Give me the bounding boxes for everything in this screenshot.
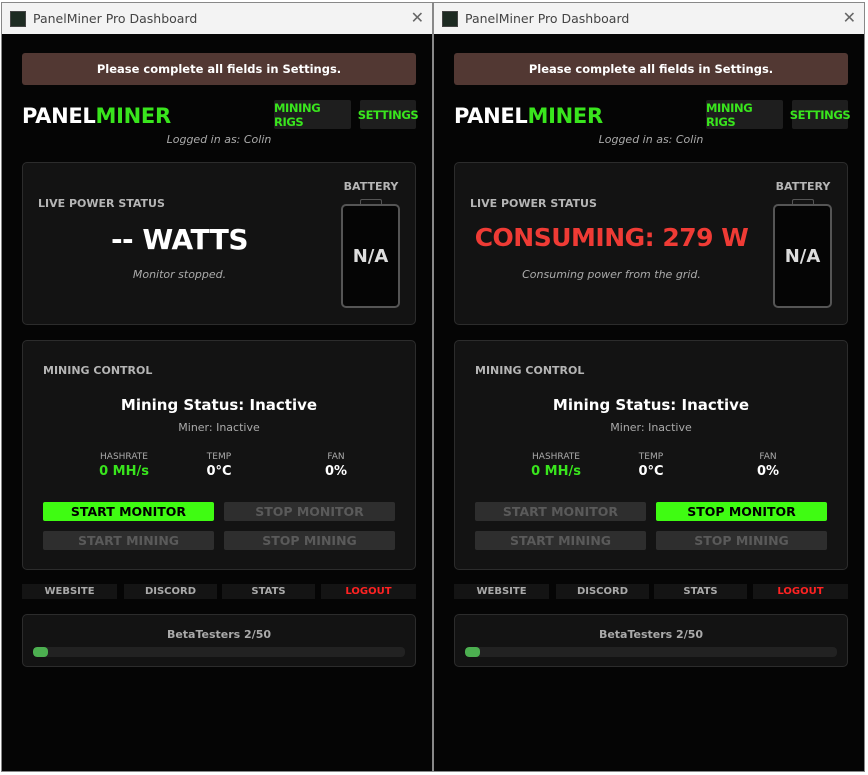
mining-control-card: MINING CONTROL Mining Status: Inactive M… xyxy=(22,340,416,570)
logged-in-text: Logged in as: Colin xyxy=(166,133,272,146)
mining-status: Mining Status: Inactive xyxy=(120,396,318,414)
start-monitor-button[interactable]: START MONITOR xyxy=(43,502,214,521)
stat-value: 0°C xyxy=(638,464,664,479)
beta-testers-label: BetaTesters 2/50 xyxy=(598,628,704,641)
battery-label: BATTERY xyxy=(775,180,831,193)
warning-banner: Please complete all fields in Settings. xyxy=(454,53,848,85)
stat-value: 0% xyxy=(324,464,348,479)
website-link[interactable]: WEBSITE xyxy=(454,584,549,599)
stat-fan: FAN 0% xyxy=(276,452,396,479)
stat-value: 0% xyxy=(756,464,780,479)
start-mining-button[interactable]: START MINING xyxy=(475,531,646,550)
discord-link[interactable]: DISCORD xyxy=(556,584,649,599)
battery-icon: N/A xyxy=(341,204,400,308)
power-card: LIVE POWER STATUS CONSUMING: 279 W Consu… xyxy=(454,162,848,325)
beta-testers-card: BetaTesters 2/50 xyxy=(22,614,416,667)
miner-status: Miner: Inactive xyxy=(178,421,260,434)
power-label: LIVE POWER STATUS xyxy=(38,197,165,210)
title-bar: PanelMiner Pro Dashboard ✕ xyxy=(434,3,864,34)
battery-icon-cap xyxy=(360,199,382,204)
stat-label: FAN xyxy=(759,452,777,462)
stat-value: 0°C xyxy=(206,464,232,479)
stat-label: HASHRATE xyxy=(100,452,148,462)
app-window: PanelMiner Pro Dashboard ✕ Please comple… xyxy=(433,2,865,772)
settings-button[interactable]: SETTINGS xyxy=(790,100,851,129)
website-link[interactable]: WEBSITE xyxy=(22,584,117,599)
mining-rigs-button[interactable]: MINING RIGS xyxy=(274,100,351,129)
logo-part1: PANEL xyxy=(22,104,96,128)
stat-value: 0 MH/s xyxy=(531,464,581,479)
battery-value: N/A xyxy=(352,245,389,267)
logout-link[interactable]: LOGOUT xyxy=(321,584,416,599)
window-title: PanelMiner Pro Dashboard xyxy=(33,11,198,26)
stat-hashrate: HASHRATE 0 MH/s xyxy=(496,452,616,479)
stat-temp: TEMP 0°C xyxy=(591,452,711,479)
power-status: Monitor stopped. xyxy=(132,268,227,281)
battery-icon: N/A xyxy=(773,204,832,308)
stats-link[interactable]: STATS xyxy=(654,584,747,599)
logo-part2: MINER xyxy=(527,104,604,128)
stat-fan: FAN 0% xyxy=(708,452,828,479)
mining-control-label: MINING CONTROL xyxy=(43,364,153,377)
mining-control-label: MINING CONTROL xyxy=(475,364,585,377)
beta-progress-fill xyxy=(465,647,480,657)
power-label: LIVE POWER STATUS xyxy=(470,197,597,210)
stat-hashrate: HASHRATE 0 MH/s xyxy=(64,452,184,479)
start-monitor-button[interactable]: START MONITOR xyxy=(475,502,646,521)
logo: PANELMINER xyxy=(22,104,171,128)
mining-rigs-button[interactable]: MINING RIGS xyxy=(706,100,783,129)
miner-status: Miner: Inactive xyxy=(610,421,692,434)
stats-link[interactable]: STATS xyxy=(222,584,315,599)
stop-mining-button[interactable]: STOP MINING xyxy=(224,531,395,550)
beta-progress-bar xyxy=(465,647,837,657)
start-mining-button[interactable]: START MINING xyxy=(43,531,214,550)
stop-monitor-button[interactable]: STOP MONITOR xyxy=(656,502,827,521)
app-icon xyxy=(442,10,458,27)
logo: PANELMINER xyxy=(454,104,603,128)
logged-in-text: Logged in as: Colin xyxy=(598,133,704,146)
window-title: PanelMiner Pro Dashboard xyxy=(465,11,630,26)
battery-icon-cap xyxy=(792,199,814,204)
stat-label: FAN xyxy=(327,452,345,462)
mining-control-card: MINING CONTROL Mining Status: Inactive M… xyxy=(454,340,848,570)
app-window: PanelMiner Pro Dashboard ✕ Please comple… xyxy=(1,2,433,772)
stat-label: TEMP xyxy=(206,452,232,462)
close-icon[interactable]: ✕ xyxy=(842,8,856,27)
app-icon xyxy=(10,10,26,27)
power-status: Consuming power from the grid. xyxy=(522,268,701,281)
close-icon[interactable]: ✕ xyxy=(410,8,424,27)
stat-label: TEMP xyxy=(638,452,664,462)
logout-link[interactable]: LOGOUT xyxy=(753,584,848,599)
stat-temp: TEMP 0°C xyxy=(159,452,279,479)
power-value: CONSUMING: 279 W xyxy=(474,223,749,252)
battery-label: BATTERY xyxy=(343,180,399,193)
discord-link[interactable]: DISCORD xyxy=(124,584,217,599)
stat-label: HASHRATE xyxy=(532,452,580,462)
beta-testers-card: BetaTesters 2/50 xyxy=(454,614,848,667)
mining-status: Mining Status: Inactive xyxy=(552,396,750,414)
logo-part2: MINER xyxy=(95,104,172,128)
stop-monitor-button[interactable]: STOP MONITOR xyxy=(224,502,395,521)
battery-value: N/A xyxy=(784,245,821,267)
beta-testers-label: BetaTesters 2/50 xyxy=(166,628,272,641)
beta-progress-fill xyxy=(33,647,48,657)
stop-mining-button[interactable]: STOP MINING xyxy=(656,531,827,550)
power-card: LIVE POWER STATUS -- WATTS Monitor stopp… xyxy=(22,162,416,325)
title-bar: PanelMiner Pro Dashboard ✕ xyxy=(2,3,432,34)
logo-part1: PANEL xyxy=(454,104,528,128)
beta-progress-bar xyxy=(33,647,405,657)
power-value: -- WATTS xyxy=(110,223,249,256)
stat-value: 0 MH/s xyxy=(99,464,149,479)
settings-button[interactable]: SETTINGS xyxy=(358,100,419,129)
warning-banner: Please complete all fields in Settings. xyxy=(22,53,416,85)
